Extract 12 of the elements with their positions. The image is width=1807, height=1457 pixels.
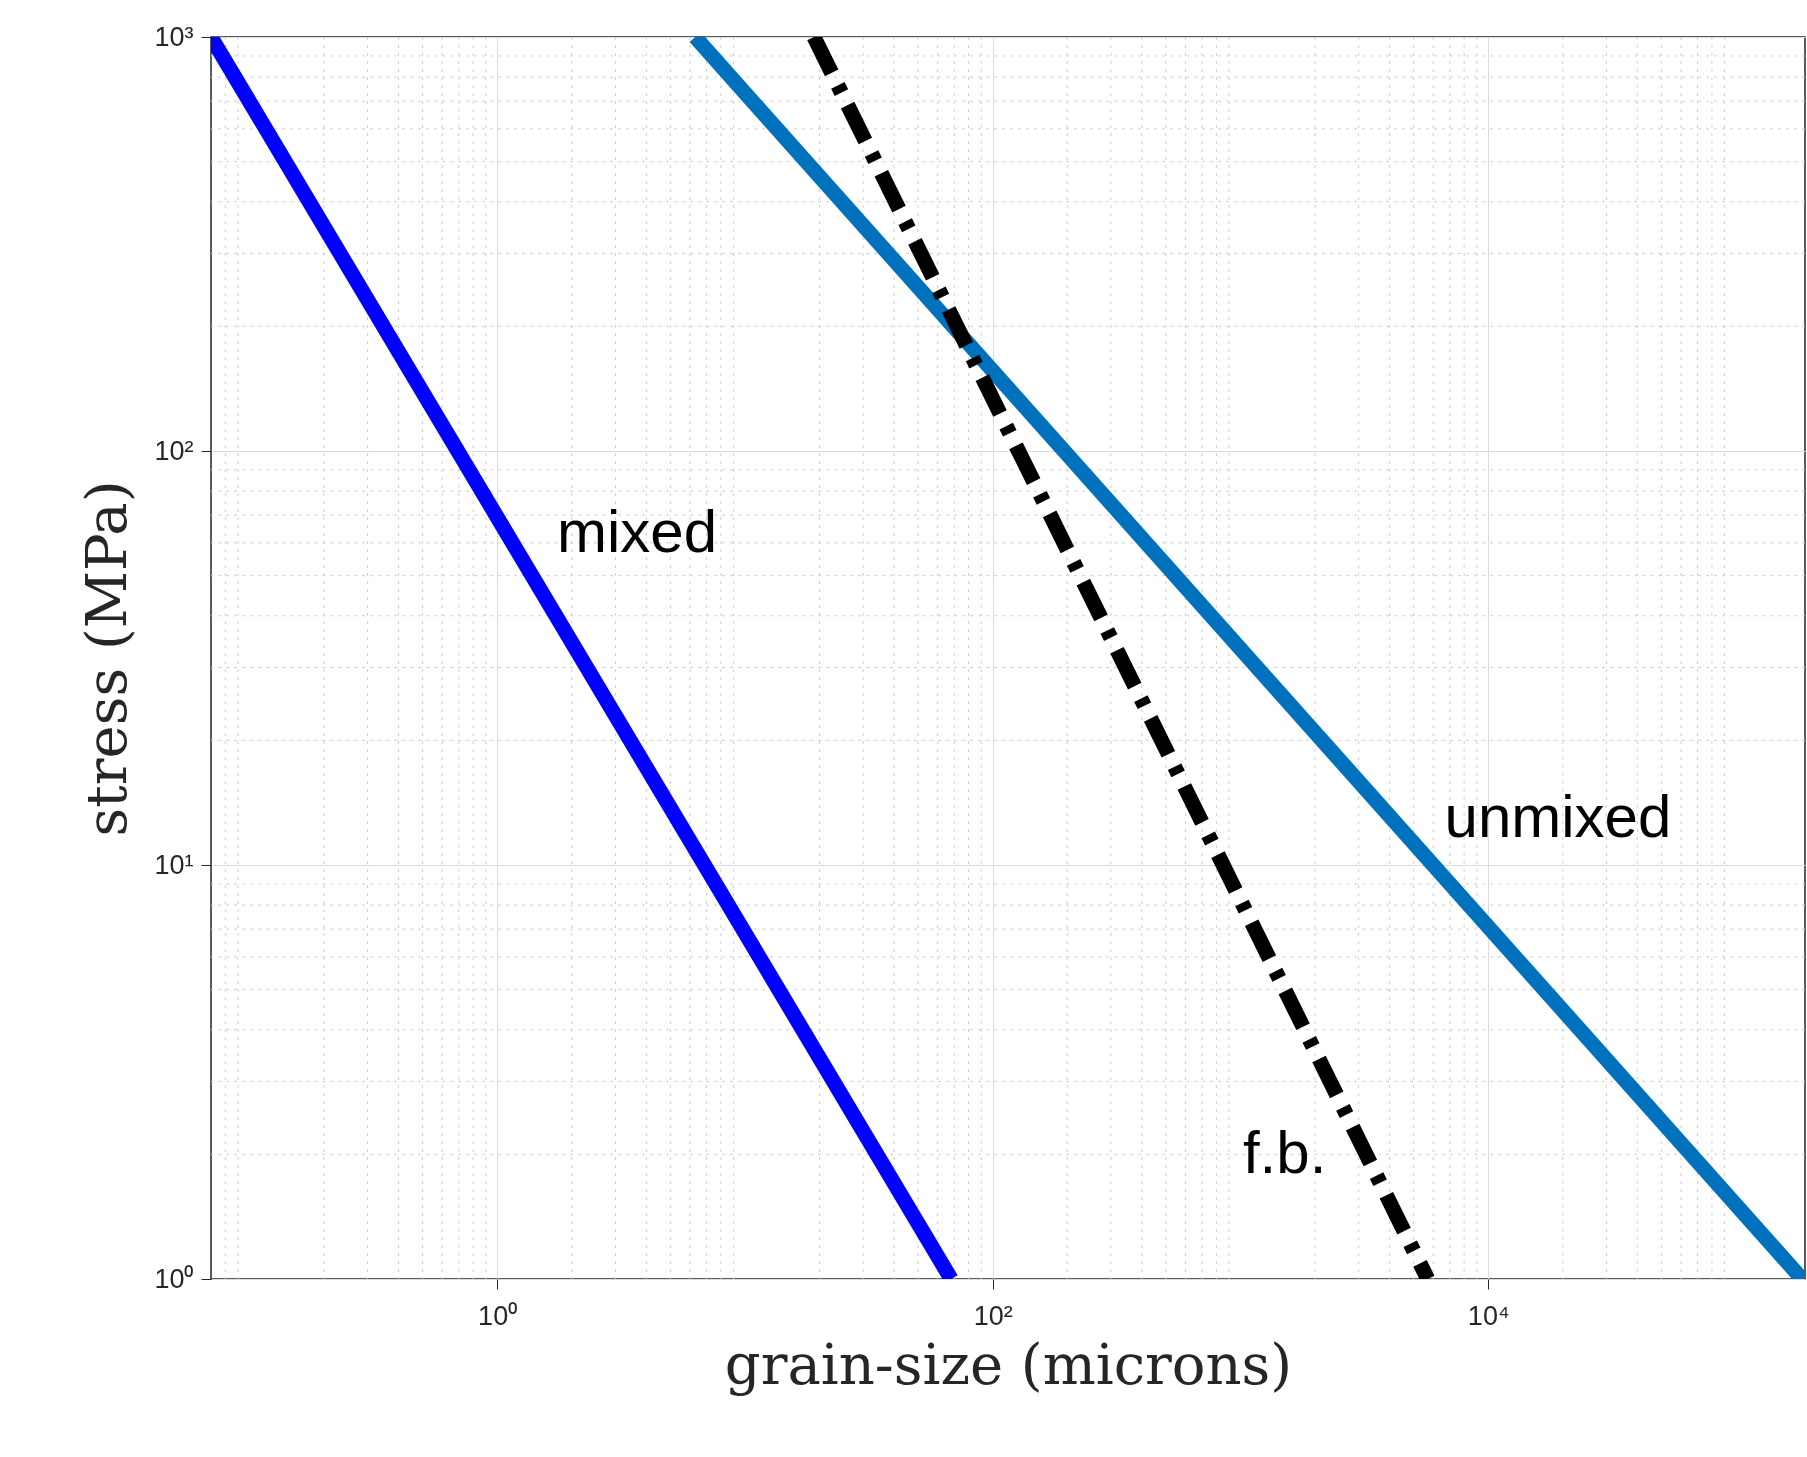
y-tick-label: 10⁰ bbox=[154, 1263, 194, 1294]
series-label: mixed bbox=[557, 497, 718, 565]
y-tick-label: 10¹ bbox=[154, 849, 194, 880]
series-label: f.b. bbox=[1242, 1118, 1327, 1186]
x-tick-label: 10⁴ bbox=[1467, 1300, 1510, 1331]
series-label: unmixed bbox=[1444, 783, 1672, 851]
y-axis-title: stress (MPa) bbox=[74, 480, 140, 837]
x-tick-label: 10⁰ bbox=[478, 1300, 518, 1331]
x-tick-label: 10² bbox=[973, 1300, 1013, 1331]
y-tick-label: 10² bbox=[154, 435, 194, 466]
y-tick-label: 10³ bbox=[154, 21, 194, 52]
x-axis-title: grain-size (microns) bbox=[724, 1331, 1293, 1397]
